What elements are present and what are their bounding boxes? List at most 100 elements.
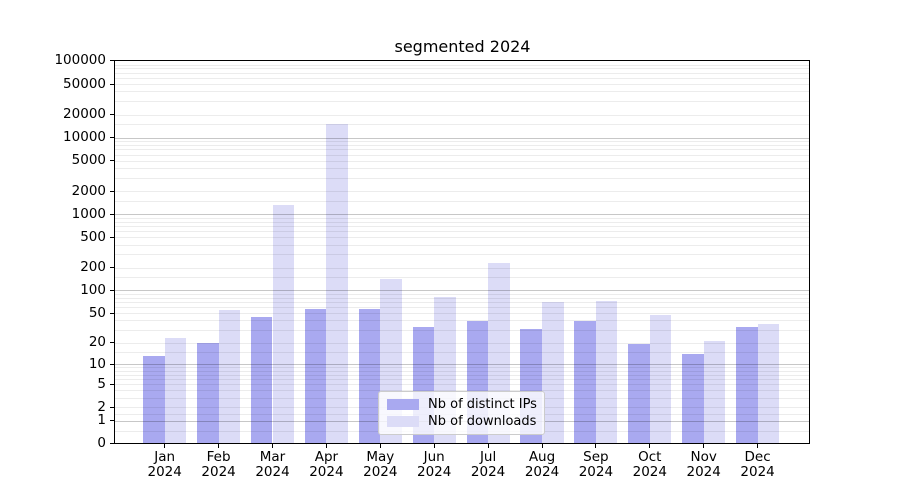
legend-swatch-distinct-ips	[387, 399, 419, 410]
y-tick	[110, 420, 114, 422]
x-tick-month: Jun	[423, 449, 445, 465]
x-tick-year: 2024	[740, 464, 775, 480]
bar-distinct-ips-nov	[682, 353, 704, 443]
x-tick-label: May 2024	[350, 450, 410, 480]
x-tick	[487, 444, 489, 448]
bar-distinct-ips-sep	[574, 321, 596, 443]
y-tick-label: 50	[88, 304, 106, 321]
bar-distinct-ips-may	[358, 309, 381, 443]
x-tick	[541, 444, 543, 448]
bar-downloads-jan	[164, 338, 187, 443]
legend-item-downloads: Nb of downloads	[387, 413, 536, 430]
bar-downloads-mar	[272, 205, 295, 443]
legend-label-distinct-ips: Nb of distinct IPs	[428, 397, 537, 412]
x-tick-label: Aug 2024	[512, 450, 572, 480]
x-tick-year: 2024	[578, 464, 614, 480]
y-tick	[110, 114, 114, 116]
y-tick	[110, 443, 114, 444]
x-tick-label: Mar 2024	[243, 450, 303, 480]
y-tick	[110, 267, 114, 269]
y-tick	[110, 60, 114, 62]
y-tick	[110, 383, 114, 385]
x-tick-label: Apr 2024	[296, 450, 356, 480]
x-tick-month: Nov	[690, 449, 717, 465]
x-tick-year: 2024	[309, 464, 344, 480]
y-tick-label: 2000	[71, 182, 106, 199]
bars-layer	[115, 61, 809, 443]
x-tick-label: Dec 2024	[728, 450, 788, 480]
y-tick	[110, 406, 114, 408]
x-tick-year: 2024	[686, 464, 721, 480]
x-tick-year: 2024	[524, 464, 560, 480]
x-tick-month: Apr	[314, 449, 339, 465]
x-tick-label: Jul 2024	[458, 450, 518, 480]
y-tick-label: 100000	[54, 52, 106, 69]
x-tick	[703, 444, 705, 448]
y-tick-label: 200	[80, 259, 106, 276]
y-tick-label: 50000	[63, 75, 106, 92]
bar-downloads-oct	[649, 315, 672, 443]
x-tick	[379, 444, 381, 448]
bar-distinct-ips-oct	[628, 344, 650, 443]
y-tick	[110, 190, 114, 192]
legend-item-distinct-ips: Nb of distinct IPs	[387, 396, 537, 413]
bar-distinct-ips-jan	[143, 356, 165, 443]
x-tick-month: Jul	[479, 449, 497, 465]
x-tick-year: 2024	[147, 464, 182, 480]
y-tick-label: 5000	[71, 152, 106, 169]
x-tick-label: Jan 2024	[135, 450, 195, 480]
bar-distinct-ips-feb	[197, 342, 219, 443]
y-tick-label: 1000	[71, 205, 106, 222]
x-tick-label: Nov 2024	[674, 450, 734, 480]
bar-distinct-ips-mar	[250, 317, 273, 443]
y-tick-label: 500	[80, 228, 106, 245]
x-tick	[595, 444, 597, 448]
y-tick	[110, 160, 114, 162]
x-tick-label: Sep 2024	[566, 450, 626, 480]
x-tick-year: 2024	[201, 464, 236, 480]
y-tick	[110, 213, 114, 215]
legend: Nb of distinct IPs Nb of downloads	[378, 391, 545, 435]
y-tick-label: 100	[80, 281, 106, 298]
legend-swatch-downloads	[387, 416, 419, 427]
bar-downloads-apr	[326, 124, 348, 443]
y-tick-label: 20	[88, 334, 106, 351]
y-tick-label: 0	[97, 435, 106, 451]
x-tick	[325, 444, 327, 448]
x-tick-label: Jun 2024	[404, 450, 464, 480]
x-tick-year: 2024	[470, 464, 506, 480]
x-tick	[218, 444, 220, 448]
x-tick-year: 2024	[632, 464, 667, 480]
y-tick-label: 1	[97, 412, 106, 429]
x-tick	[757, 444, 759, 448]
x-tick-year: 2024	[255, 464, 290, 480]
bar-downloads-feb	[218, 310, 241, 443]
x-tick-label: Oct 2024	[620, 450, 680, 480]
x-tick-month: May	[366, 449, 395, 465]
x-tick-label: Feb 2024	[189, 450, 249, 480]
chart-title: segmented 2024	[394, 37, 531, 56]
x-tick-month: Feb	[206, 449, 231, 465]
x-tick-month: Oct	[638, 449, 662, 465]
bar-distinct-ips-apr	[304, 308, 327, 443]
x-tick-month: Jan	[154, 449, 176, 465]
y-tick-label: 5	[97, 375, 106, 392]
x-tick	[433, 444, 435, 448]
x-tick	[272, 444, 273, 448]
x-tick-month: Aug	[528, 449, 556, 465]
y-tick-label: 10000	[63, 129, 106, 146]
bar-downloads-nov	[703, 341, 726, 443]
y-tick	[110, 363, 114, 365]
bar-downloads-dec	[757, 323, 780, 443]
legend-label-downloads: Nb of downloads	[428, 414, 537, 429]
y-tick	[110, 83, 114, 85]
y-tick	[110, 289, 114, 291]
x-tick-month: Sep	[583, 449, 609, 465]
x-tick	[164, 444, 166, 448]
y-tick	[110, 342, 114, 344]
x-tick	[649, 444, 651, 448]
y-tick-label: 2	[97, 398, 106, 415]
y-tick	[110, 312, 114, 314]
x-tick-month: Dec	[744, 449, 771, 465]
